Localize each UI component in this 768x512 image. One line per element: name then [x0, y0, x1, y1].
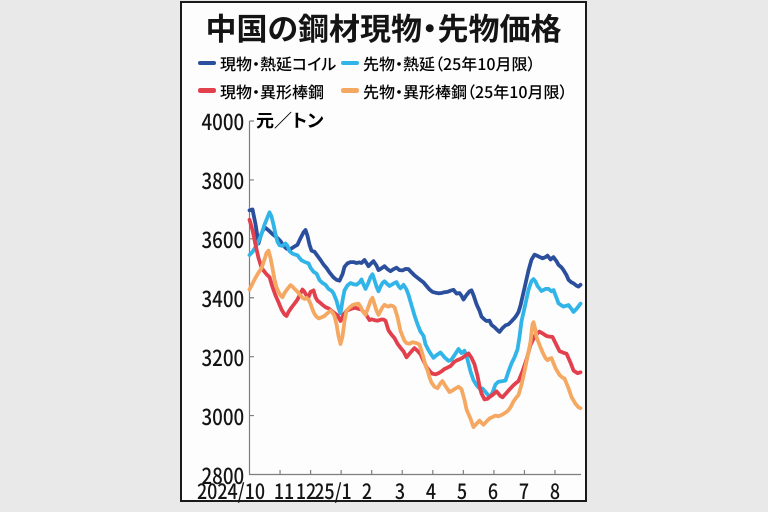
y-tick-label-3200: 3200: [201, 340, 245, 373]
legend-swatch-spot-rebar: [198, 88, 216, 93]
series-line-fut-hrc: [247, 210, 583, 399]
x-tick-label-7: 7: [519, 476, 530, 506]
legend-item-fut-hrc: 先物・熱延（25年10月限）: [341, 53, 535, 73]
y-tick-label-4000: 4000: [201, 105, 245, 137]
chart-axes: [248, 120, 581, 476]
legend-swatch-fut-hrc: [341, 60, 359, 66]
legend-label-spot-rebar: 現物・異形棒鋼: [220, 78, 325, 103]
x-tick-label-8: 8: [549, 476, 560, 506]
y-tick-label-3800: 3800: [201, 163, 245, 196]
legend-item-spot-rebar: 現物・異形棒鋼: [198, 81, 324, 101]
legend-swatch-fut-rebar: [341, 88, 359, 93]
legend-swatch-spot-hrc: [198, 60, 216, 66]
series-line-spot-hrc: [247, 207, 583, 334]
legend-item-fut-rebar: 先物・異形棒鋼（25年10月限）: [341, 81, 567, 101]
x-tick-label-12: 12: [295, 476, 316, 506]
legend-label-spot-hrc: 現物・熱延コイル: [220, 51, 337, 75]
x-tick-label-2: 2: [361, 476, 372, 506]
x-tick-label-11: 11: [273, 476, 295, 506]
legend-item-spot-hrc: 現物・熱延コイル: [198, 53, 336, 73]
x-tick-label-5: 5: [456, 476, 467, 506]
x-tick-label-2024-10: 2024/10: [196, 476, 265, 506]
x-tick-label-25-1: 25/1: [314, 476, 352, 506]
legend-label-fut-hrc: 先物・熱延（25年10月限）: [363, 51, 536, 75]
x-tick-label-4: 4: [426, 476, 437, 506]
y-tick-label-3600: 3600: [201, 222, 245, 255]
y-axis-unit-label: 元／トン: [256, 107, 324, 133]
series-line-spot-rebar: [247, 217, 583, 402]
x-tick-label-3: 3: [395, 476, 406, 506]
series-line-fut-rebar: [247, 248, 583, 430]
chart-title: 中国の鋼材現物・先物価格: [205, 4, 562, 49]
x-tick-label-6: 6: [487, 476, 498, 506]
legend-label-fut-rebar: 先物・異形棒鋼（25年10月限）: [363, 78, 568, 103]
y-tick-label-2800: 2800: [201, 458, 245, 491]
y-tick-label-3400: 3400: [201, 281, 245, 314]
y-tick-label-3000: 3000: [201, 399, 245, 432]
chart-panel: [180, 1, 587, 502]
